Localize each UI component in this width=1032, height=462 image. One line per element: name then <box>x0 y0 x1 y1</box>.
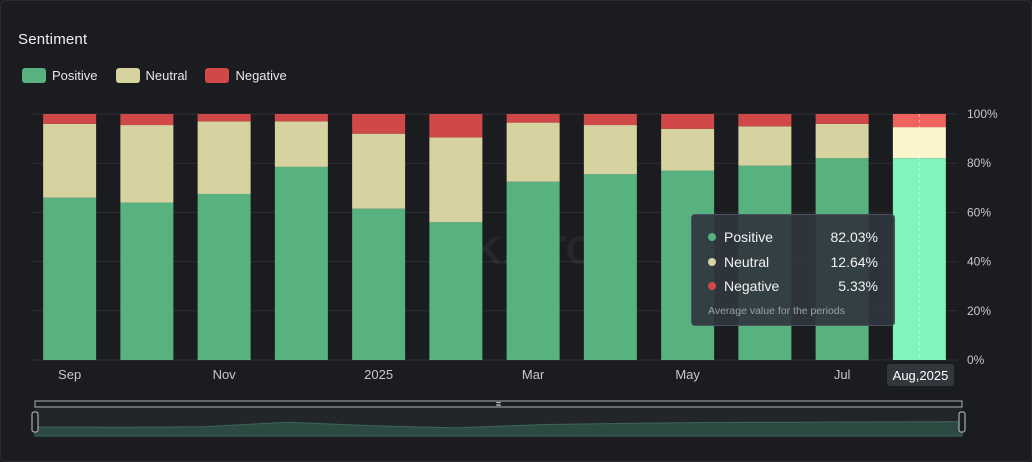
legend: Positive Neutral Negative <box>22 68 287 83</box>
navigator-left-handle[interactable] <box>31 411 39 433</box>
active-x-label: Aug,2025 <box>887 364 954 386</box>
tooltip-value: 12.64% <box>830 253 878 270</box>
tooltip-dot-neutral <box>708 257 716 266</box>
bar-segment-negative <box>815 114 869 124</box>
x-tick-label: Mar <box>522 367 545 382</box>
bar-segment-negative <box>274 114 328 122</box>
legend-swatch-positive <box>22 68 46 83</box>
legend-label-neutral: Neutral <box>145 68 188 83</box>
bar-segment-neutral <box>506 122 560 182</box>
bar-segment-neutral <box>815 123 869 159</box>
tooltip-label: Neutral <box>724 253 770 270</box>
bar-segment-negative <box>197 114 251 122</box>
bar-segment-neutral <box>429 137 483 223</box>
y-tick-label: 40% <box>967 255 991 269</box>
x-tick-label: Sep <box>58 367 81 382</box>
x-tick-label: Nov <box>213 367 237 382</box>
x-axis-ticks: Sep Nov 2025 Mar May Jul <box>58 367 850 382</box>
grid-lines <box>31 113 958 361</box>
navigator-top-bar <box>34 400 963 408</box>
tooltip-row-positive: Positive 82.03% <box>708 225 878 250</box>
bar-segment-negative <box>120 114 174 126</box>
tooltip-dot-negative <box>708 282 716 291</box>
tooltip-row-neutral: Neutral 12.64% <box>708 250 878 275</box>
tooltip-dot-positive <box>708 233 716 242</box>
bar-segment-negative <box>661 114 715 129</box>
bar-segment-neutral <box>892 127 946 159</box>
bar-segment-negative <box>738 114 792 127</box>
bar-segment-neutral <box>274 121 328 167</box>
legend-item-neutral[interactable]: Neutral <box>115 68 188 83</box>
x-tick-label: 2025 <box>364 367 393 382</box>
panel-title: Sentiment <box>18 31 88 48</box>
bar-segment-positive <box>583 174 637 360</box>
bar-segment-positive <box>352 208 406 360</box>
bar-segment-positive <box>43 197 97 360</box>
y-axis-ticks: 0% 20% 40% 60% 80% 100% <box>967 107 998 367</box>
navigator-trend-area <box>34 421 963 437</box>
tooltip-label: Positive <box>724 229 774 246</box>
chart-tooltip: Positive 82.03% Neutral 12.64% Negative … <box>691 214 895 326</box>
x-tick-label: Jul <box>834 367 851 382</box>
y-tick-label: 20% <box>967 304 991 318</box>
legend-swatch-neutral <box>115 68 140 83</box>
bar-segment-positive <box>429 222 483 360</box>
y-tick-label: 100% <box>967 107 998 121</box>
bar-segment-positive <box>506 181 560 360</box>
tooltip-row-negative: Negative 5.33% <box>708 274 878 299</box>
tooltip-value: 5.33% <box>838 278 878 295</box>
y-tick-label: 0% <box>967 353 985 367</box>
legend-swatch-negative <box>205 68 230 83</box>
tooltip-label: Negative <box>724 278 780 295</box>
legend-label-negative: Negative <box>235 68 287 83</box>
y-tick-label: 60% <box>967 205 991 219</box>
y-tick-label: 80% <box>967 156 991 170</box>
bar-segment-negative <box>352 114 406 134</box>
bar-segment-neutral <box>43 123 97 198</box>
bar-segment-positive <box>197 193 251 360</box>
tooltip-value: 82.03% <box>830 229 878 246</box>
bar-segment-neutral <box>738 126 792 166</box>
bar-segment-negative <box>43 114 97 124</box>
navigator-right-handle[interactable] <box>958 411 966 433</box>
tooltip-note: Average value for the periods <box>708 304 845 317</box>
bar-segment-neutral <box>661 128 715 171</box>
navigator-grip-icon: ≡ <box>496 399 501 409</box>
bar-segment-positive <box>120 202 174 360</box>
bar-segment-neutral <box>583 125 637 175</box>
bar-segment-positive <box>274 166 328 360</box>
range-navigator[interactable]: ≡ <box>31 399 966 437</box>
x-tick-label: May <box>675 367 700 382</box>
bar-segment-negative <box>506 114 560 123</box>
legend-item-negative[interactable]: Negative <box>205 68 287 83</box>
bar-segment-negative <box>583 114 637 126</box>
bar-segment-negative <box>429 114 483 138</box>
bar-segment-neutral <box>197 121 251 194</box>
bar-segment-neutral <box>352 133 406 209</box>
legend-item-positive[interactable]: Positive <box>22 68 98 83</box>
bar-segment-neutral <box>120 125 174 203</box>
legend-label-positive: Positive <box>52 68 98 83</box>
